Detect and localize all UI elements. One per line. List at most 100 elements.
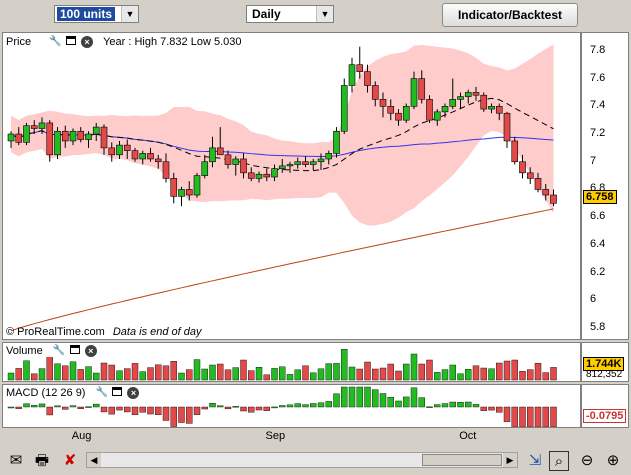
macd-bar [131, 406, 139, 415]
macd-chart [7, 386, 557, 427]
candle-body [46, 122, 54, 156]
candle-body [379, 99, 387, 107]
wrench-icon[interactable]: 🔧 [49, 36, 62, 47]
volume-bar [356, 368, 363, 381]
extend-chart-icon[interactable]: ⇲ [528, 452, 542, 469]
close-icon[interactable]: × [84, 345, 97, 357]
volume-bar [294, 369, 301, 381]
email-icon[interactable]: ✉ [9, 452, 23, 469]
window-icon[interactable] [111, 387, 123, 399]
candle-body [488, 106, 495, 110]
volume-bar [131, 363, 139, 381]
candle-body [418, 78, 426, 100]
volume-bar [534, 363, 542, 381]
candle-body [356, 64, 364, 72]
volume-bar [325, 363, 332, 381]
candle-body [232, 158, 240, 165]
volume-bar [372, 368, 379, 381]
macd-bar [364, 386, 371, 408]
candle-body [472, 92, 480, 96]
indicator-backtest-button[interactable]: Indicator/Backtest [442, 3, 578, 27]
window-icon[interactable] [69, 345, 81, 357]
top-toolbar: 100 units ▼ Daily ▼ Indicator/Backtest [0, 0, 631, 30]
macd-bar [232, 406, 239, 408]
candle-body [61, 130, 69, 142]
candle-body [263, 173, 271, 178]
candle-body [309, 161, 317, 165]
y-tick-label: 6.4 [590, 237, 606, 250]
volume-bar [348, 366, 356, 381]
units-select[interactable]: 100 units ▼ [54, 5, 139, 23]
volume-bar [15, 368, 22, 381]
macd-bar [395, 400, 402, 408]
close-icon[interactable]: × [127, 387, 140, 399]
scroll-thumb[interactable] [422, 454, 502, 466]
macd-bar [93, 403, 100, 408]
close-icon[interactable]: × [81, 36, 94, 48]
volume-bar [379, 367, 387, 381]
y-tick-label: 7.4 [590, 99, 606, 112]
volume-bar [124, 368, 131, 381]
macd-bar [519, 406, 526, 427]
candle-body [116, 144, 123, 156]
volume-bar [472, 365, 480, 381]
macd-bar [449, 401, 456, 408]
print-icon[interactable]: 🖶 [34, 452, 50, 469]
candle-body [550, 194, 557, 204]
candle-body [333, 130, 340, 154]
scroll-left-icon[interactable]: ◀ [87, 453, 101, 467]
volume-bar [271, 368, 278, 381]
chevron-down-icon: ▼ [316, 6, 333, 22]
bottom-toolbar: ✉ 🖶 ✘ ◀ ▶ ⇲ ⌕ ⊖ ⊕ [0, 448, 631, 475]
horizontal-scrollbar[interactable]: ◀ ▶ [86, 452, 518, 468]
volume-bar [170, 361, 177, 381]
candle-body [402, 106, 410, 121]
macd-bar [155, 406, 162, 415]
volume-bar [449, 364, 456, 381]
period-select[interactable]: Daily ▼ [246, 5, 334, 23]
macd-bar [178, 406, 185, 423]
candle-body [108, 147, 116, 156]
volume-bar [279, 366, 286, 381]
period-value: Daily [252, 7, 281, 21]
last-price-badge: 6.758 [583, 190, 617, 204]
zoom-select-icon[interactable]: ⌕ [549, 451, 569, 471]
candle-body [247, 172, 255, 179]
candle-body [302, 161, 309, 165]
chevron-down-icon: ▼ [121, 6, 138, 22]
macd-bar [116, 406, 123, 411]
macd-badge: -0.0795 [583, 409, 627, 423]
macd-bar [550, 406, 557, 427]
macd-bar [356, 386, 363, 408]
price-chart-panel[interactable]: Price 🔧 × Year : High 7.832 Low 5.030 © … [2, 32, 581, 340]
wrench-icon[interactable]: 🔧 [52, 345, 66, 356]
macd-bar [503, 406, 511, 423]
window-icon[interactable] [65, 36, 77, 48]
candle-body [216, 147, 224, 156]
delete-drawings-icon[interactable]: ✘ [63, 452, 77, 469]
candle-body [201, 161, 209, 176]
zoom-out-icon[interactable]: ⊖ [580, 452, 594, 469]
zoom-in-icon[interactable]: ⊕ [606, 452, 620, 469]
volume-label: Volume [6, 345, 43, 357]
volume-bar [193, 359, 201, 381]
wrench-icon[interactable]: 🔧 [95, 387, 108, 398]
scroll-right-icon[interactable]: ▶ [503, 453, 517, 467]
candle-body [511, 140, 519, 163]
macd-bar [372, 389, 379, 408]
volume-bar [542, 372, 549, 381]
candle-body [534, 178, 542, 190]
candle-body [325, 153, 333, 160]
macd-bar [403, 396, 410, 408]
volume-bar [139, 371, 146, 381]
macd-panel[interactable]: MACD (12 26 9) 🔧 × [2, 384, 581, 428]
data-note: Data is end of day [112, 326, 202, 338]
volume-bar [31, 373, 38, 381]
candle-body [100, 126, 108, 149]
volume-bar [410, 353, 418, 381]
candle-body [162, 161, 170, 179]
x-tick-label: Sep [265, 430, 286, 442]
macd-bar [108, 406, 115, 415]
volume-panel[interactable]: Volume 🔧 × [2, 342, 581, 382]
volume-bar [426, 359, 433, 381]
